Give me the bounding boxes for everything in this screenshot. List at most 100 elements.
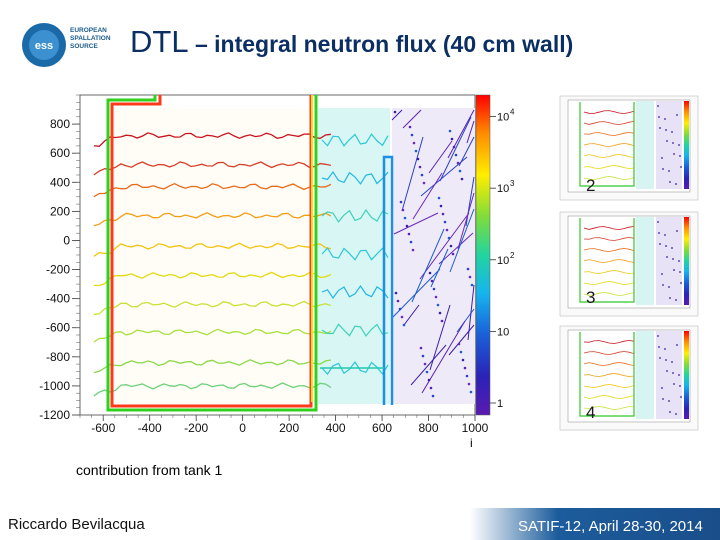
- flux-speck: [430, 279, 434, 283]
- flux-speck: [460, 177, 464, 181]
- flux-speck: [396, 299, 400, 303]
- streak: [449, 208, 475, 273]
- thumbnail-speck: [666, 256, 668, 258]
- flux-speck: [436, 303, 440, 307]
- flux-speck: [408, 125, 412, 129]
- contour-line: [93, 161, 332, 176]
- thumbnail-speck: [668, 170, 670, 172]
- thumbnail-speck: [661, 157, 663, 159]
- thumbnail-contour: [583, 176, 635, 180]
- thumbnail-plot: [559, 325, 699, 431]
- thumbnail-contour: [583, 259, 635, 263]
- streak: [447, 109, 475, 159]
- thumbnail-speck: [668, 286, 670, 288]
- flux-speck: [441, 212, 445, 216]
- thumbnail-speck: [661, 387, 663, 389]
- thumbnail-speck: [671, 361, 673, 363]
- flux-speck: [429, 386, 433, 390]
- y-tick-label: 600: [50, 146, 70, 160]
- thumbnail-speck: [664, 118, 666, 120]
- heatmap-field: [93, 95, 475, 412]
- streak: [420, 156, 468, 197]
- thumbnail-label: 2: [586, 176, 596, 195]
- thumbnail-speck: [662, 168, 664, 170]
- x-tick-label: 200: [279, 421, 299, 435]
- streak: [458, 136, 475, 167]
- caption: contribution from tank 1: [76, 462, 223, 478]
- streak: [429, 304, 451, 371]
- flux-speck: [416, 157, 420, 161]
- contour-line: [93, 328, 332, 343]
- thumbnail-speck: [661, 273, 663, 275]
- thumbnail-contour: [583, 395, 635, 399]
- thumbnail-speck: [657, 335, 659, 337]
- flux-speck: [427, 378, 431, 382]
- thumbnail-speck: [657, 221, 659, 223]
- thumbnail-column: [559, 95, 699, 431]
- logo-text-line: SPALLATION: [70, 35, 111, 42]
- flux-speck: [419, 346, 423, 350]
- thumbnail-speck: [669, 411, 671, 413]
- thumbnail-speck: [659, 357, 661, 359]
- x-tick-label: 800: [419, 421, 439, 435]
- thumbnail-contour: [583, 292, 635, 296]
- thumbnail-speck: [664, 234, 666, 236]
- streak-lines: [391, 109, 475, 398]
- flux-speck: [449, 244, 453, 248]
- step-wall: [382, 155, 394, 405]
- thumbnail-speck: [673, 153, 675, 155]
- thumbnail-purple: [656, 331, 682, 419]
- x-tick-label: 600: [372, 421, 392, 435]
- contour-line: [93, 132, 331, 147]
- streak: [448, 324, 475, 356]
- x-tick-label: -400: [138, 421, 162, 435]
- thumbnail-colorbar: [684, 331, 689, 419]
- thumbnail-speck: [678, 144, 680, 146]
- flux-speck: [407, 232, 411, 236]
- ess-logo-text: EUROPEAN SPALLATION SOURCE: [70, 27, 111, 51]
- thumbnail-speck: [665, 359, 667, 361]
- thumbnail-contour: [583, 362, 635, 366]
- thumbnail-contour: [583, 340, 635, 344]
- streak: [466, 120, 475, 144]
- flux-speck: [458, 169, 462, 173]
- thumbnail-speck: [659, 243, 661, 245]
- contour-line: [93, 182, 332, 198]
- x-tick-label: 400: [326, 421, 346, 435]
- footer-bar: [470, 508, 720, 540]
- colorbar-tick-exponent: 3: [510, 179, 515, 188]
- flux-speck: [432, 287, 436, 291]
- thumbnail-contour: [583, 373, 635, 377]
- streak: [428, 140, 453, 174]
- y-tick-label: -200: [46, 263, 70, 277]
- thumbnail-speck: [675, 299, 677, 301]
- flux-speck: [405, 224, 409, 228]
- x-tick-label: 1000: [462, 421, 489, 435]
- thumbnail-speck: [672, 258, 674, 260]
- thumbnail-speck: [672, 372, 674, 374]
- flux-speck: [456, 161, 460, 165]
- colorbar-tick-label: 1: [497, 398, 503, 410]
- flux-speck: [465, 374, 469, 378]
- contour-line: [93, 382, 332, 397]
- thumbnail-speck: [671, 131, 673, 133]
- flux-speck: [393, 110, 397, 114]
- thumbnail-colorbar: [684, 217, 689, 305]
- flux-speck: [443, 220, 447, 224]
- streak: [412, 172, 443, 220]
- flux-speck: [411, 248, 415, 252]
- contour-line: [93, 271, 332, 287]
- thumbnail-cyan: [636, 331, 654, 419]
- thumbnail-contour: [583, 384, 635, 388]
- contour-lines: [93, 132, 389, 397]
- colorbar-tick-label: 10: [497, 183, 509, 195]
- logo-text-line: SOURCE: [70, 43, 98, 50]
- thumbnail-wall: [579, 218, 635, 303]
- thumbnail-contour: [583, 281, 635, 285]
- colorbar: [475, 94, 491, 416]
- logo-text-line: EUROPEAN: [70, 27, 107, 34]
- thumbnail-contour: [583, 270, 635, 274]
- purple-region: [392, 108, 475, 404]
- x-tick-label: -600: [91, 421, 115, 435]
- ess-logo: ess: [22, 23, 66, 67]
